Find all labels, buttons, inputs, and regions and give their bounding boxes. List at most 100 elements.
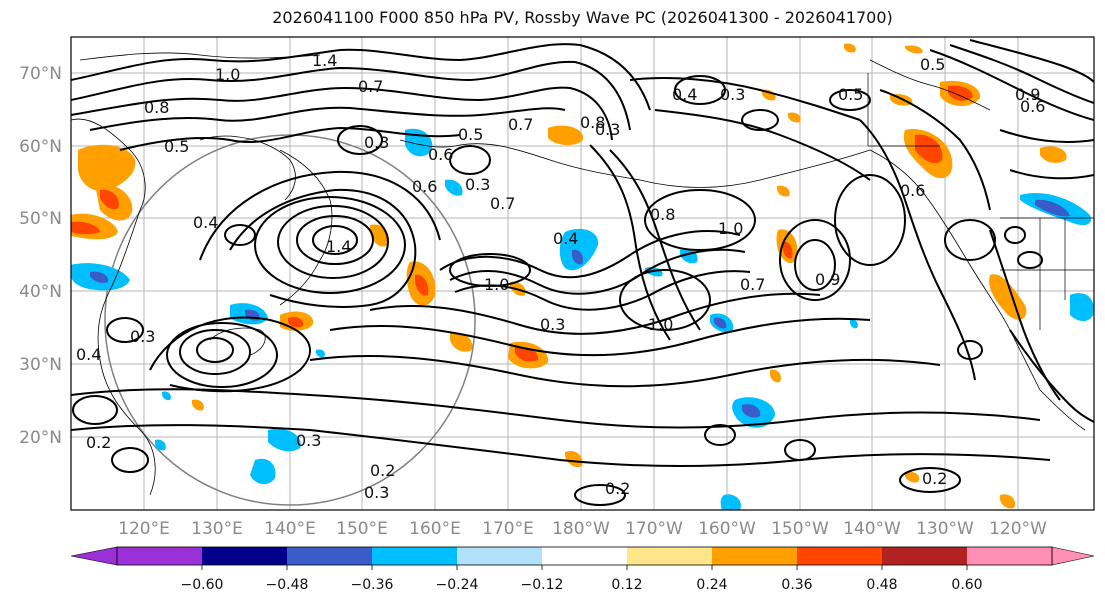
colorbar-segment xyxy=(202,547,287,565)
lon-label: 130°W xyxy=(916,519,974,539)
contour-label: 0.6 xyxy=(1020,97,1045,116)
lat-label: 60°N xyxy=(19,137,62,157)
colorbar-segment xyxy=(627,547,712,565)
colorbar-segment xyxy=(117,547,202,565)
positive-anomaly xyxy=(548,125,584,146)
colorbar-tick: 0.48 xyxy=(866,577,897,593)
negative-anomaly xyxy=(268,428,301,452)
positive-anomaly xyxy=(948,85,973,101)
lon-label: 150°W xyxy=(771,519,829,539)
contour-label: 0.2 xyxy=(370,461,395,480)
contour-label: 0.3 xyxy=(465,175,490,194)
contour-label: 0.5 xyxy=(458,125,483,144)
positive-anomaly xyxy=(78,144,136,192)
colorbar-tick: 0.24 xyxy=(696,577,727,593)
contour-label: 1.0 xyxy=(215,65,240,84)
pv-contours xyxy=(71,39,1094,506)
contour-label: 0.2 xyxy=(86,433,111,452)
colorbar-tick: −0.24 xyxy=(436,577,479,593)
contour-label: 0.3 xyxy=(720,85,745,104)
contour-label: 0.3 xyxy=(540,315,565,334)
contour-label: 0.3 xyxy=(296,431,321,450)
positive-anomaly xyxy=(71,221,100,235)
contour-label: 0.9 xyxy=(1015,85,1040,104)
contour-label: 0.6 xyxy=(900,181,925,200)
lat-label: 50°N xyxy=(19,209,62,229)
contour-label: 0.7 xyxy=(740,275,765,294)
contour-label: 0.3 xyxy=(130,327,155,346)
colorbar-segment xyxy=(712,547,797,565)
map-border xyxy=(70,36,1095,511)
positive-anomaly xyxy=(770,369,781,383)
negative-anomaly xyxy=(316,349,325,358)
lon-label: 170°W xyxy=(625,519,683,539)
positive-anomaly xyxy=(783,241,793,259)
lat-label: 30°N xyxy=(19,355,62,375)
colorbar-segment xyxy=(287,547,372,565)
colorbar-segment xyxy=(797,547,882,565)
contour-label: 0.8 xyxy=(580,113,605,132)
lon-label: 160°W xyxy=(698,519,756,539)
colorbar-segment xyxy=(882,547,967,565)
lat-label: 40°N xyxy=(19,282,62,302)
contour-label: 0.8 xyxy=(650,205,675,224)
colorbar-tick: 0.36 xyxy=(781,577,812,593)
colorbar-segment xyxy=(967,547,1052,565)
lon-label: 160°E xyxy=(409,519,461,539)
longitude-labels: 120°E 130°E 140°E 150°E 160°E 170°E 180°… xyxy=(118,519,1047,539)
positive-anomaly xyxy=(905,471,920,483)
negative-anomaly xyxy=(90,271,109,283)
contour-label: 1.0 xyxy=(484,275,509,294)
negative-anomaly xyxy=(162,391,171,401)
positive-anomaly xyxy=(565,450,583,468)
negative-anomaly xyxy=(1035,199,1070,217)
colorbar-segment xyxy=(457,547,542,565)
latitude-labels: 70°N 60°N 50°N 40°N 30°N 20°N xyxy=(19,64,62,448)
colorbar-tick: −0.48 xyxy=(266,577,309,593)
contour-label: 0.6 xyxy=(412,177,437,196)
negative-anomaly xyxy=(250,458,276,485)
positive-anomaly xyxy=(905,45,923,54)
negative-anomaly xyxy=(445,179,463,196)
negative-anomaly xyxy=(850,319,858,329)
positive-anomaly xyxy=(915,134,943,164)
colorbar-tick: 0.60 xyxy=(951,577,982,593)
contour-label: 1.0 xyxy=(718,219,743,238)
borders xyxy=(867,73,1094,330)
contour-label: 1.0 xyxy=(648,315,673,334)
colorbar-extend-max xyxy=(1051,546,1095,566)
negative-anomaly xyxy=(714,317,727,329)
negative-anomaly xyxy=(155,439,166,451)
colorbar-segment xyxy=(372,547,457,565)
contour-label: 0.3 xyxy=(595,120,620,139)
lon-label: 180°W xyxy=(552,519,610,539)
positive-anomaly xyxy=(288,317,304,328)
lon-label: 120°E xyxy=(118,519,170,539)
negative-anomaly xyxy=(742,404,761,418)
contour-label: 0.6 xyxy=(428,145,453,164)
lon-label: 130°E xyxy=(191,519,243,539)
map-area xyxy=(71,37,1094,510)
contour-label: 1.4 xyxy=(312,51,337,70)
lon-label: 140°W xyxy=(843,519,901,539)
contour-label: 0.5 xyxy=(164,137,189,156)
contour-label: 0.5 xyxy=(838,85,863,104)
colorbar: −0.60 −0.48 −0.36 −0.24 −0.12 0.12 0.24 … xyxy=(70,546,1095,593)
colorbar-tick: 0.12 xyxy=(611,577,642,593)
positive-anomaly xyxy=(100,189,119,210)
positive-anomaly xyxy=(777,185,790,197)
positive-anomaly xyxy=(844,43,856,53)
positive-anomaly xyxy=(450,332,473,352)
colorbar-tick: −0.60 xyxy=(181,577,224,593)
negative-anomaly xyxy=(559,228,599,271)
lon-label: 140°E xyxy=(264,519,316,539)
contour-label: 0.3 xyxy=(364,483,389,502)
contour-label: 0.4 xyxy=(553,229,578,248)
contour-label: 0.2 xyxy=(922,469,947,488)
lon-label: 150°E xyxy=(336,519,388,539)
negative-anomaly xyxy=(572,249,583,265)
negative-anomaly xyxy=(1070,293,1094,322)
positive-anomaly xyxy=(788,112,801,123)
negative-anomaly xyxy=(720,494,741,510)
